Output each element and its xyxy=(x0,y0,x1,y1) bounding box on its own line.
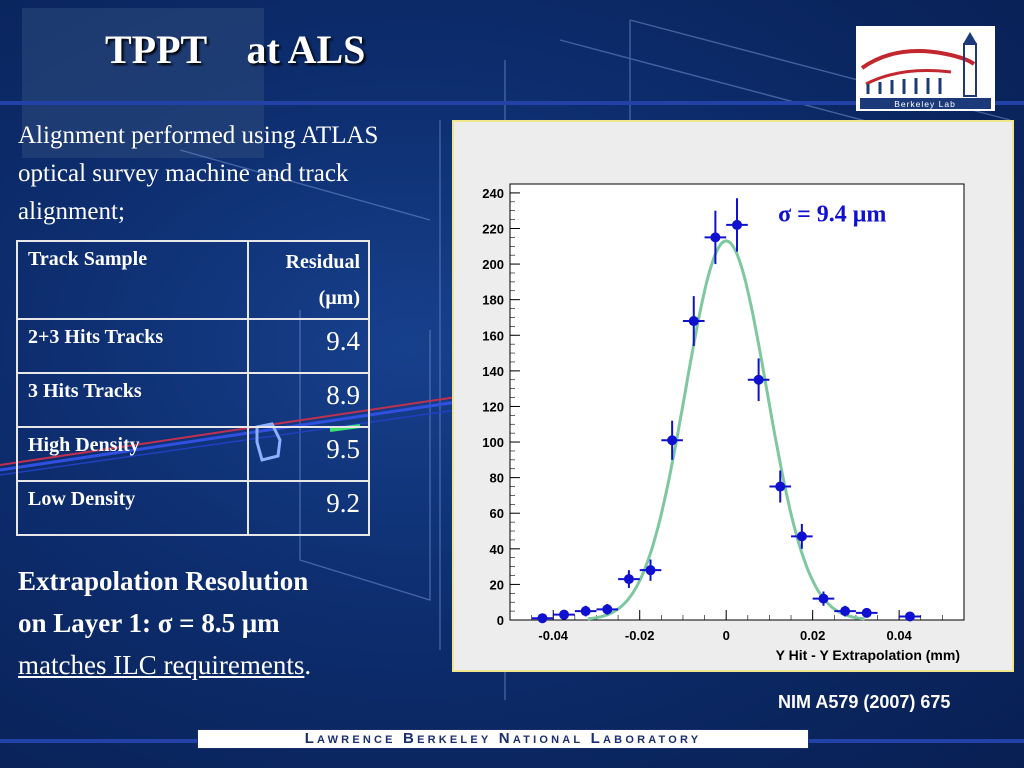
table-row: 2+3 Hits Tracks 9.4 xyxy=(16,318,370,374)
x-tick-label: -0.04 xyxy=(538,628,568,643)
data-marker xyxy=(904,611,915,622)
table-header-row: Track Sample Residual (μm) xyxy=(16,240,370,320)
y-tick-label: 60 xyxy=(490,506,504,521)
y-tick-label: 240 xyxy=(482,186,504,201)
data-marker xyxy=(667,435,678,446)
y-tick-label: 200 xyxy=(482,257,504,272)
row-name: Low Density xyxy=(16,480,249,536)
data-marker xyxy=(537,613,548,624)
table-row: Low Density 9.2 xyxy=(16,480,370,536)
data-point xyxy=(769,470,792,503)
data-marker xyxy=(602,604,613,615)
data-marker xyxy=(710,232,721,243)
reference-citation: NIM A579 (2007) 675 xyxy=(778,692,951,712)
data-marker xyxy=(623,574,634,585)
data-marker xyxy=(580,606,591,617)
data-point xyxy=(812,591,835,606)
y-tick-label: 0 xyxy=(497,613,504,628)
row-name: 2+3 Hits Tracks xyxy=(16,318,249,374)
y-tick-label: 120 xyxy=(482,399,504,414)
row-name: High Density xyxy=(16,426,249,482)
extrapolation-line3-suffix: . xyxy=(304,650,312,680)
data-point xyxy=(855,607,878,618)
data-marker xyxy=(753,374,764,385)
extrapolation-line3: matches ILC requirements xyxy=(18,650,305,680)
table-row: High Density 9.5 xyxy=(16,426,370,482)
gaussian-fit-curve xyxy=(587,239,865,621)
footer-banner: Lawrence Berkeley National Laboratory xyxy=(197,729,809,749)
data-point xyxy=(726,198,748,252)
data-point xyxy=(531,613,554,624)
data-point xyxy=(682,296,705,346)
y-tick-label: 100 xyxy=(482,435,504,450)
data-point xyxy=(899,611,921,622)
data-point xyxy=(574,605,597,617)
data-marker xyxy=(861,607,872,618)
data-point xyxy=(618,570,640,588)
data-point xyxy=(834,605,856,617)
row-value: 9.4 xyxy=(247,318,370,374)
intro-text: Alignment performed using ATLAS optical … xyxy=(18,122,379,225)
x-axis-label: Y Hit - Y Extrapolation (mm) xyxy=(776,647,960,663)
extrapolation-line2: on Layer 1: σ = 8.5 μm xyxy=(18,608,280,638)
y-tick-label: 220 xyxy=(482,221,504,236)
y-tick-label: 180 xyxy=(482,293,504,308)
data-marker xyxy=(645,565,656,576)
data-point xyxy=(553,609,575,620)
row-name: 3 Hits Tracks xyxy=(16,372,249,428)
y-tick-label: 140 xyxy=(482,364,504,379)
extrapolation-text: Extrapolation Resolution on Layer 1: σ =… xyxy=(18,560,438,686)
x-tick-label: 0.04 xyxy=(886,628,912,643)
data-point xyxy=(704,210,727,265)
residual-histogram-panel: 0 20 40 60 80 100 120 140 160 180 200 220 240 -0.04 -0… xyxy=(452,120,1014,672)
header-track-sample: Track Sample xyxy=(16,240,249,320)
residual-histogram-chart: 0 20 40 60 80 100 120 140 160 180 200 220 240 -0.04 -0… xyxy=(482,183,965,663)
header-residual-label: Residual xyxy=(285,251,360,273)
slide-title: TPPT at ALS xyxy=(105,27,366,72)
x-tick-label: 0 xyxy=(723,628,730,643)
y-tick-label: 80 xyxy=(490,471,504,486)
data-marker xyxy=(775,481,786,492)
detector-photo-thumbnail xyxy=(22,8,264,158)
row-value: 8.9 xyxy=(247,372,370,428)
header-residual-unit: (μm) xyxy=(318,287,360,309)
sigma-annotation: σ = 9.4 μm xyxy=(778,201,886,227)
x-tick-label: 0.02 xyxy=(800,628,825,643)
data-point xyxy=(747,358,770,402)
y-tick-label: 40 xyxy=(490,542,504,557)
y-tick-label: 160 xyxy=(482,328,504,343)
data-point xyxy=(661,420,683,460)
extrapolation-line1: Extrapolation Resolution xyxy=(18,566,309,596)
logo-wordmark: Berkeley Lab xyxy=(894,99,956,109)
data-marker xyxy=(796,531,807,542)
data-marker xyxy=(818,593,829,604)
berkeley-lab-logo: Berkeley Lab xyxy=(856,26,995,111)
y-tick-label: 20 xyxy=(490,577,504,592)
table-row: 3 Hits Tracks 8.9 xyxy=(16,372,370,428)
data-marker xyxy=(559,609,570,620)
row-value: 9.2 xyxy=(247,480,370,536)
data-point xyxy=(596,603,619,615)
header-stripe xyxy=(0,101,1024,105)
residual-table: Track Sample Residual (μm) 2+3 Hits Trac… xyxy=(16,240,370,536)
data-marker xyxy=(732,219,742,230)
row-value: 9.5 xyxy=(247,426,370,482)
x-tick-label: -0.02 xyxy=(625,628,655,643)
data-point xyxy=(791,523,813,549)
header-residual: Residual (μm) xyxy=(247,240,370,320)
berkeley-lab-logo-icon: Berkeley Lab xyxy=(860,32,991,109)
data-marker xyxy=(688,316,699,327)
data-point xyxy=(639,559,662,581)
data-marker xyxy=(840,606,851,617)
